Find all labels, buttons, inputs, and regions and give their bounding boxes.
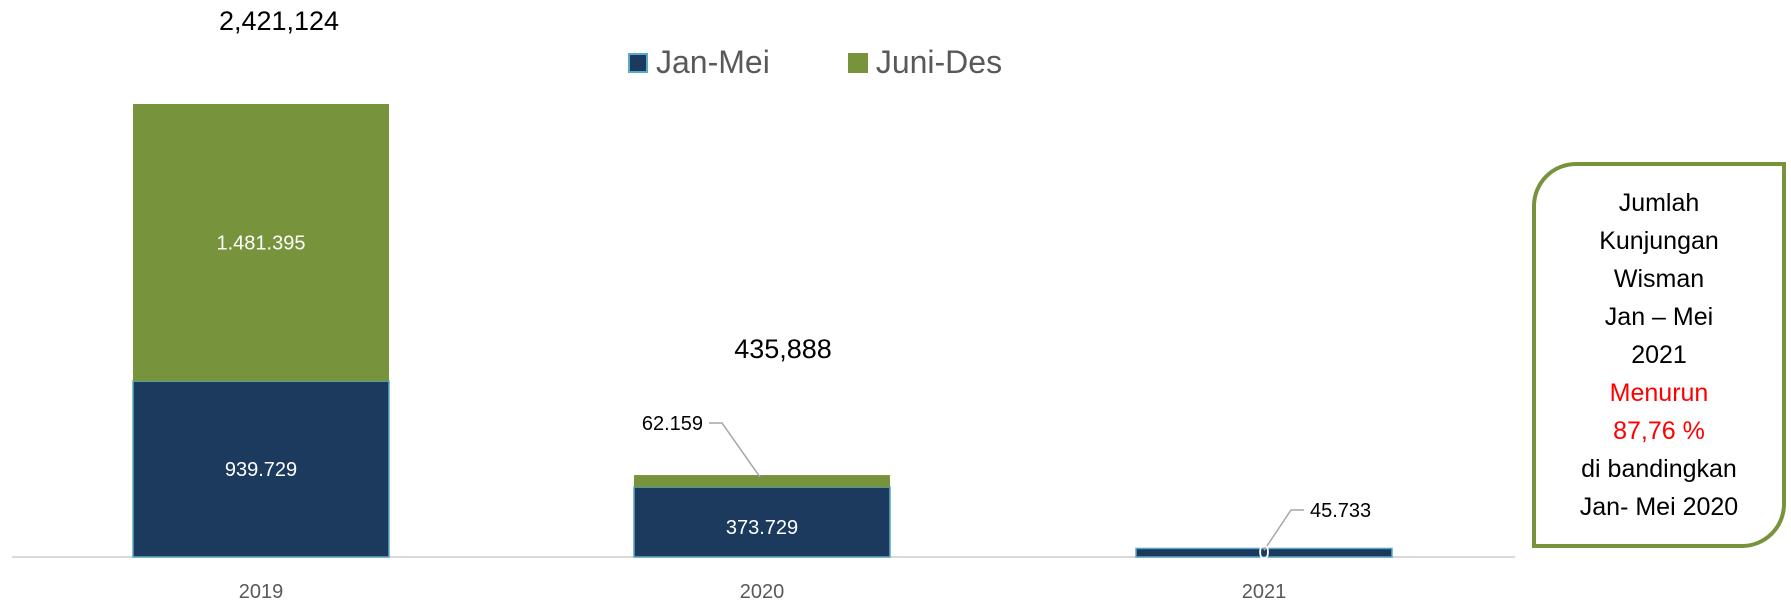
- legend-item-jan-mei: Jan-Mei: [628, 44, 770, 81]
- bar-jan-mei-2021: [1135, 547, 1393, 558]
- bar-jan-mei-2019: [132, 380, 390, 558]
- legend-swatch-juni-des: [847, 52, 868, 73]
- callout-line-5: 2021: [1631, 341, 1687, 369]
- total-label-2020: 435,888: [734, 334, 832, 364]
- leader-line-juni-des-2020: [709, 422, 761, 478]
- bar-juni-des-2020: [634, 475, 890, 488]
- legend-label-juni-des: Juni-Des: [875, 44, 1003, 80]
- chart-legend: Jan-Mei Juni-Des: [628, 44, 1002, 81]
- callout-line-2: Kunjungan: [1599, 227, 1719, 255]
- callout-tail-2: Jan- Mei 2020: [1579, 493, 1739, 521]
- data-label-juni-des-2019: 1.481.395: [217, 233, 306, 255]
- callout-line-3: Wisman: [1613, 265, 1705, 293]
- legend-label-jan-mei: Jan-Mei: [656, 44, 770, 80]
- x-tick-label-2019: 2019: [239, 581, 284, 601]
- data-label-jan-mei-2019: 939.729: [225, 459, 297, 481]
- bar-juni-des-2019: [133, 104, 389, 382]
- callout-line-4: Jan – Mei: [1604, 303, 1714, 331]
- leader-line-jan-mei-2021: [1263, 509, 1304, 551]
- legend-swatch-jan-mei: [628, 52, 648, 73]
- data-label-juni-des-2020: 62.159: [642, 413, 703, 435]
- legend-item-juni-des: Juni-Des: [847, 44, 1003, 81]
- data-label-juni-des-2021: 0: [1258, 542, 1269, 564]
- data-label-jan-mei-2020: 373.729: [726, 517, 798, 539]
- data-label-jan-mei-2021: 45.733: [1310, 500, 1371, 522]
- callout-highlight-2: 87,76 %: [1613, 417, 1705, 445]
- total-label-2019: 2,421,124: [219, 6, 339, 36]
- callout-tail-1: di bandingkan: [1581, 455, 1737, 483]
- callout-highlight-1: Menurun: [1609, 379, 1709, 407]
- x-tick-label-2021: 2021: [1242, 581, 1287, 601]
- bar-jan-mei-2020: [633, 486, 891, 558]
- summary-callout: Jumlah Kunjungan Wisman Jan – Mei 2021 M…: [1532, 162, 1786, 548]
- callout-line-1: Jumlah: [1618, 189, 1700, 217]
- x-tick-label-2020: 2020: [740, 581, 785, 601]
